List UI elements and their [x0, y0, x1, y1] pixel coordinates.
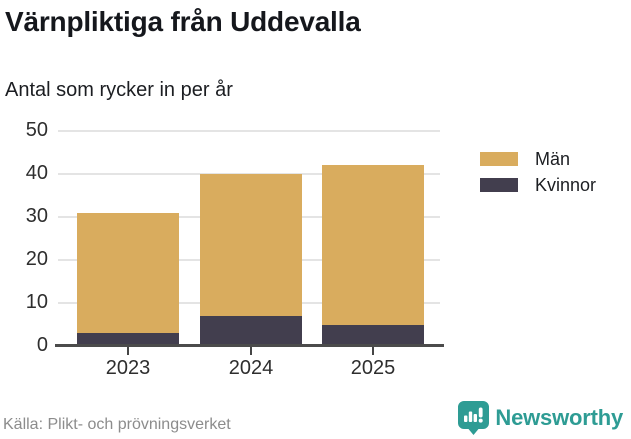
chart-title: Värnpliktiga från Uddevalla [5, 6, 361, 37]
bar-segment-kvinnor-2025 [322, 324, 424, 346]
x-tick-label-2025: 2025 [350, 357, 396, 379]
bar-segment-män-2025 [322, 165, 424, 325]
brand-name: Newsworthy [495, 405, 623, 430]
legend-item-män: Män [480, 148, 596, 169]
plot-area [55, 130, 444, 355]
bar-2025 [322, 165, 424, 346]
legend-label-män: Män [535, 148, 571, 169]
y-tick-label-20: 20 [25, 248, 48, 270]
x-axis-line [55, 344, 444, 347]
bar-chart-balloon-icon [458, 401, 490, 435]
x-tick-label-2023: 2023 [105, 357, 151, 379]
y-tick-label-30: 30 [25, 205, 48, 227]
bar-2023 [77, 212, 179, 346]
chart-subtitle: Antal som rycker in per år [5, 79, 233, 101]
gridline-40 [58, 173, 440, 175]
bar-segment-män-2024 [200, 174, 302, 316]
y-tick-label-40: 40 [25, 162, 48, 184]
x-tick-2024 [250, 346, 252, 355]
bar-segment-kvinnor-2024 [200, 315, 302, 346]
legend-swatch-kvinnor [480, 178, 518, 192]
bar-segment-män-2023 [77, 212, 179, 334]
legend-swatch-män [480, 152, 518, 166]
y-tick-label-10: 10 [25, 291, 48, 313]
x-tick-2025 [372, 346, 374, 355]
newsworthy-logo: Newsworthy [458, 401, 623, 435]
chart-legend: Män Kvinnor [480, 148, 597, 203]
source-note: Källa: Plikt- och prövningsverket [3, 416, 231, 433]
y-tick-label-50: 50 [25, 119, 48, 141]
x-tick-label-2024: 2024 [228, 357, 274, 379]
x-tick-2023 [127, 346, 129, 355]
legend-label-kvinnor: Kvinnor [535, 174, 597, 195]
legend-item-kvinnor: Kvinnor [480, 174, 597, 195]
y-tick-label-0: 0 [36, 334, 48, 356]
bar-segment-kvinnor-2023 [77, 333, 179, 346]
gridline-50 [58, 130, 440, 132]
bar-2024 [200, 174, 302, 346]
